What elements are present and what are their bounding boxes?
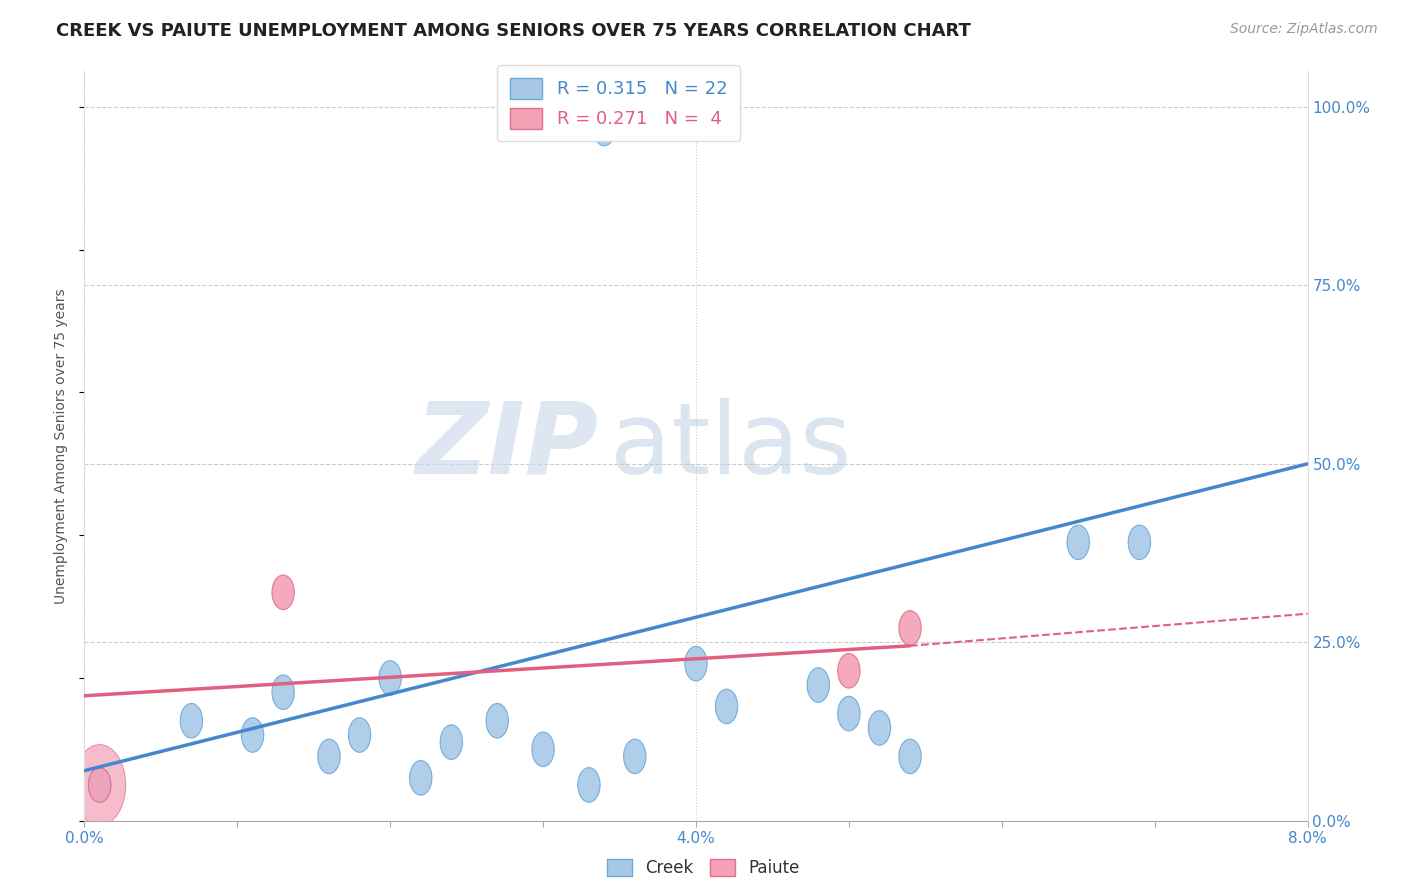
Text: ZIP: ZIP [415,398,598,494]
Ellipse shape [624,739,645,773]
Ellipse shape [807,668,830,702]
Ellipse shape [271,575,294,609]
Ellipse shape [1067,525,1090,559]
Ellipse shape [531,732,554,766]
Text: Source: ZipAtlas.com: Source: ZipAtlas.com [1230,22,1378,37]
Ellipse shape [898,739,921,773]
Ellipse shape [380,661,401,695]
Ellipse shape [349,718,371,752]
Ellipse shape [1128,525,1150,559]
Ellipse shape [838,654,860,688]
Ellipse shape [318,739,340,773]
Ellipse shape [73,745,125,825]
Ellipse shape [486,704,509,738]
Legend: Creek, Paiute: Creek, Paiute [600,852,806,884]
Ellipse shape [869,711,890,745]
Text: CREEK VS PAIUTE UNEMPLOYMENT AMONG SENIORS OVER 75 YEARS CORRELATION CHART: CREEK VS PAIUTE UNEMPLOYMENT AMONG SENIO… [56,22,972,40]
Ellipse shape [716,690,738,723]
Ellipse shape [89,768,111,802]
Text: atlas: atlas [610,398,852,494]
Y-axis label: Unemployment Among Seniors over 75 years: Unemployment Among Seniors over 75 years [55,288,69,604]
Ellipse shape [685,647,707,681]
Ellipse shape [838,697,860,731]
Ellipse shape [180,704,202,738]
Ellipse shape [242,718,264,752]
Ellipse shape [578,768,600,802]
Legend: R = 0.315   N = 22, R = 0.271   N =  4: R = 0.315 N = 22, R = 0.271 N = 4 [498,65,740,142]
Ellipse shape [89,768,111,802]
Ellipse shape [898,611,921,645]
Ellipse shape [409,761,432,795]
Ellipse shape [440,725,463,759]
Ellipse shape [271,675,294,709]
Ellipse shape [593,112,616,145]
